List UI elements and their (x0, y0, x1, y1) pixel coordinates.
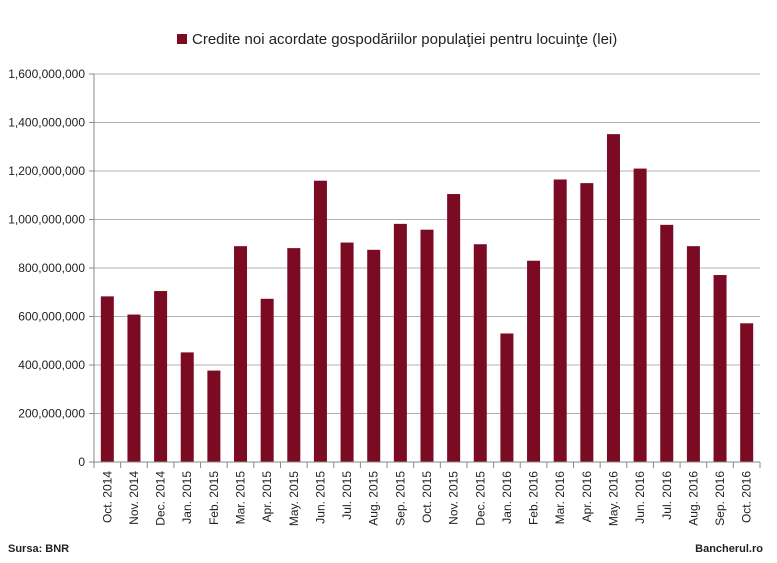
bar (740, 323, 754, 462)
x-tick-label: May. 2015 (287, 471, 301, 526)
bar (367, 249, 381, 462)
bar (234, 246, 248, 462)
bar (287, 248, 301, 462)
bar (660, 224, 674, 462)
x-tick-label: Sep. 2015 (393, 471, 407, 526)
x-tick-label: Mar. 2016 (553, 471, 567, 525)
x-tick-label: Apr. 2016 (580, 471, 594, 523)
bars (100, 134, 754, 463)
axes (89, 73, 761, 468)
bar (313, 180, 327, 462)
bar (154, 291, 168, 462)
bar (340, 242, 354, 462)
y-tick-label: 400,000,000 (18, 358, 85, 372)
bar (713, 275, 727, 462)
y-tick-label: 1,200,000,000 (8, 164, 85, 178)
y-tick-labels: 0 200,000,000 400,000,000 600,000,000 800,00… (8, 67, 85, 469)
x-tick-label: Jun. 2015 (313, 471, 327, 524)
x-tick-label: Jul. 2016 (660, 471, 674, 520)
source-note: Sursa: BNR (8, 543, 70, 555)
bar (100, 296, 114, 462)
bar (606, 134, 620, 462)
x-tick-label: Apr. 2015 (260, 471, 274, 523)
x-tick-label: Jan. 2015 (180, 471, 194, 524)
x-tick-label: Feb. 2016 (527, 471, 541, 525)
x-tick-label: May. 2016 (606, 471, 620, 526)
bar (527, 260, 541, 462)
y-tick-label: 800,000,000 (18, 261, 85, 275)
y-tick-label: 1,400,000,000 (8, 116, 85, 130)
y-tick-label: 600,000,000 (18, 310, 85, 324)
bar (420, 229, 434, 462)
bar (633, 168, 647, 462)
x-tick-label: Aug. 2015 (367, 471, 381, 526)
x-tick-label: Dec. 2015 (473, 471, 487, 526)
x-tick-label: Sep. 2016 (713, 471, 727, 526)
legend-label: Credite noi acordate gospodăriilor popul… (192, 31, 617, 48)
x-tick-label: Oct. 2016 (740, 471, 754, 523)
x-tick-label: Jun. 2016 (633, 471, 647, 524)
bar (207, 370, 221, 462)
x-tick-label: Feb. 2015 (207, 471, 221, 525)
bar (473, 244, 487, 462)
x-tick-label: Oct. 2014 (100, 471, 114, 523)
bar (500, 333, 514, 462)
bar (686, 246, 700, 462)
x-tick-label: Aug. 2016 (686, 471, 700, 526)
x-tick-label: Nov. 2015 (447, 471, 461, 525)
bar (180, 352, 194, 462)
x-tick-label: Oct. 2015 (420, 471, 434, 523)
legend: Credite noi acordate gospodăriilor popul… (177, 31, 617, 48)
x-tick-label: Mar. 2015 (234, 471, 248, 525)
bar (260, 298, 274, 462)
y-tick-label: 1,000,000,000 (8, 213, 85, 227)
bar-chart: Credite noi acordate gospodăriilor popul… (8, 31, 761, 526)
x-tick-label: Jul. 2015 (340, 471, 354, 520)
y-tick-label: 1,600,000,000 (8, 67, 85, 81)
y-tick-label: 200,000,000 (18, 407, 85, 421)
bar (127, 314, 141, 462)
legend-swatch (177, 34, 187, 44)
bar (580, 183, 594, 462)
x-tick-labels: Oct. 2014 Nov. 2014 Dec. 2014 Jan. 2015 Feb.… (100, 471, 753, 526)
bar (447, 194, 461, 462)
x-tick-label: Nov. 2014 (127, 471, 141, 525)
x-tick-label: Jan. 2016 (500, 471, 514, 524)
brand-note: Bancherul.ro (695, 543, 763, 555)
y-tick-label: 0 (78, 455, 85, 469)
bar (393, 223, 407, 462)
x-tick-label: Dec. 2014 (154, 471, 168, 526)
bar (553, 179, 567, 463)
